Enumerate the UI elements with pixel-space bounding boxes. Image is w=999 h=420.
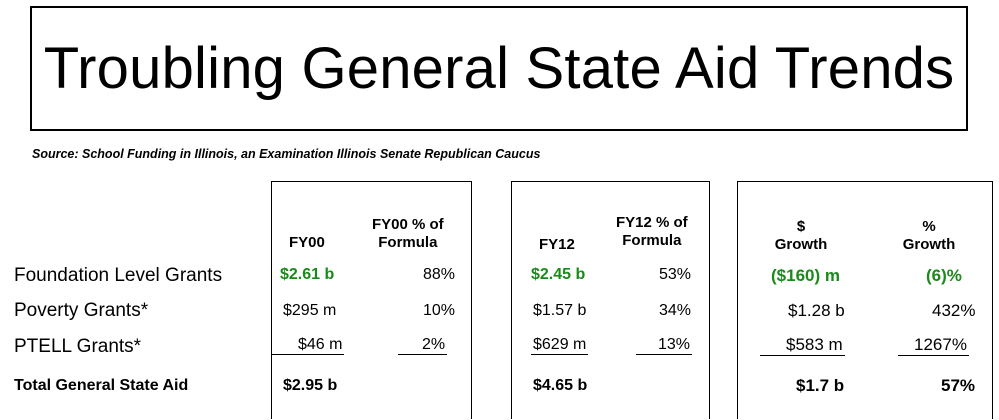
header-fy00-pct: FY00 % of Formula <box>372 216 444 251</box>
cell-fy00-total: $2.95 b <box>283 377 338 394</box>
cell-fy00-pct-ptell: 2% <box>398 336 448 355</box>
row-label-foundation: Foundation Level Grants <box>14 265 223 286</box>
cell-fy12-pct-foundation: 53% <box>659 266 692 283</box>
header-fy00: FY00 <box>289 234 325 251</box>
cell-pct-growth-poverty: 432% <box>932 301 976 320</box>
cell-dollar-growth-poverty: $1.28 b <box>788 301 845 320</box>
header-fy12-pct: FY12 % of Formula <box>616 214 688 249</box>
cell-fy12-foundation: $2.45 b <box>531 266 586 283</box>
row-label-ptell: PTELL Grants* <box>14 336 142 357</box>
cell-fy00-pct-poverty: 10% <box>423 302 456 319</box>
cell-pct-growth-foundation: (6)% <box>926 266 962 285</box>
header-fy12: FY12 <box>539 236 575 253</box>
growth-panel <box>737 181 993 419</box>
cell-fy00-poverty: $295 m <box>283 302 337 319</box>
cell-dollar-growth-total: $1.7 b <box>796 376 845 395</box>
cell-dollar-growth-ptell: $583 m <box>760 335 845 356</box>
row-label-total: Total General State Aid <box>14 377 189 394</box>
page-title: Troubling General State Aid Trends <box>43 36 955 101</box>
cell-pct-growth-total: 57% <box>941 376 976 395</box>
fy12-panel <box>511 181 710 419</box>
cell-dollar-growth-foundation: ($160) m <box>771 266 840 285</box>
title-box: Troubling General State Aid Trends <box>30 6 968 131</box>
source-note: Source: School Funding in Illinois, an E… <box>32 147 541 161</box>
cell-fy00-pct-foundation: 88% <box>423 266 456 283</box>
header-pct-growth: % Growth <box>902 218 956 253</box>
row-label-poverty: Poverty Grants* <box>14 300 149 321</box>
cell-fy12-poverty: $1.57 b <box>533 302 587 319</box>
cell-fy12-total: $4.65 b <box>533 377 588 394</box>
fy00-panel <box>271 181 472 419</box>
cell-fy12-pct-poverty: 34% <box>659 302 692 319</box>
cell-pct-growth-ptell: 1267% <box>898 335 969 356</box>
cell-fy12-pct-ptell: 13% <box>636 336 693 355</box>
cell-fy12-ptell: $629 m <box>531 336 589 355</box>
header-dollar-growth: $ Growth <box>774 218 828 253</box>
cell-fy00-ptell: $46 m <box>272 336 345 355</box>
cell-fy00-foundation: $2.61 b <box>280 266 335 283</box>
